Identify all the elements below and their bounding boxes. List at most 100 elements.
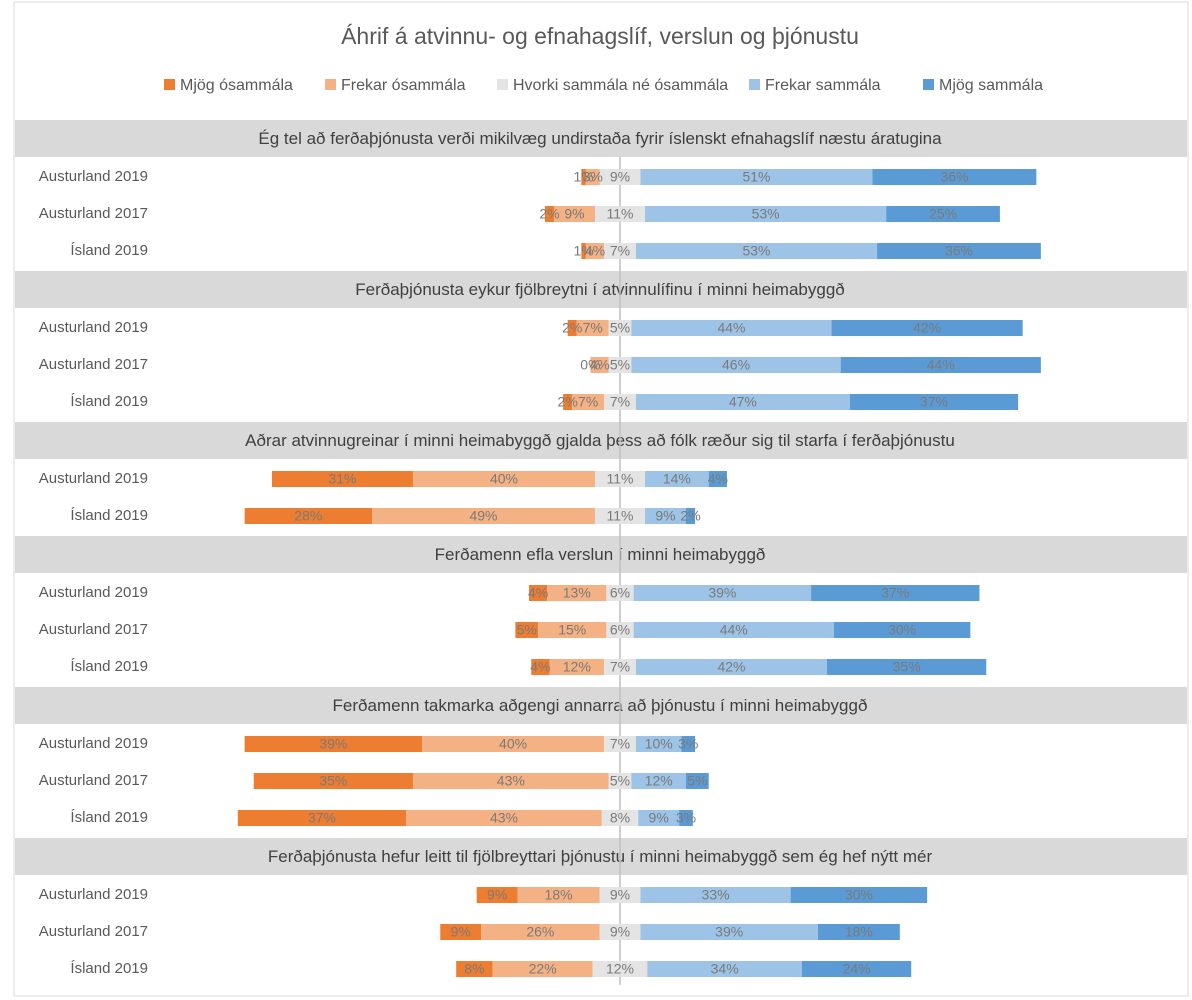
value-label: 7%	[610, 394, 630, 410]
value-label: 6%	[610, 585, 630, 601]
value-label: 40%	[490, 471, 518, 487]
bar-segment	[412, 471, 595, 487]
bar-segment	[554, 206, 595, 222]
row-label: Austurland 2019	[39, 584, 148, 601]
value-label: 9%	[564, 206, 584, 222]
bar-segment	[581, 243, 586, 259]
value-label: 4%	[528, 585, 548, 601]
value-label: 2%	[558, 394, 578, 410]
value-label: 8%	[464, 961, 484, 977]
row-label: Ísland 2019	[70, 658, 148, 675]
value-label: 37%	[920, 394, 948, 410]
row-label: Austurland 2019	[39, 168, 148, 185]
value-label: 7%	[583, 320, 603, 336]
value-label: 26%	[526, 924, 554, 940]
bar-segment	[708, 471, 727, 487]
row-label: Ísland 2019	[70, 393, 148, 410]
value-label: 44%	[717, 320, 745, 336]
bar-segment	[237, 810, 407, 826]
bar-segment	[544, 206, 555, 222]
bar-segment	[601, 810, 639, 826]
value-label: 39%	[319, 736, 347, 752]
value-label: 11%	[607, 206, 634, 222]
bar-segment	[594, 508, 646, 524]
bar-segment	[631, 357, 841, 373]
bar-segment	[645, 471, 709, 487]
bar-segment	[604, 736, 636, 752]
bar-segment	[422, 736, 605, 752]
bar-segment	[481, 924, 600, 940]
value-label: 37%	[308, 810, 336, 826]
bar-segment	[515, 622, 539, 638]
value-label: 37%	[881, 585, 909, 601]
bar-segment	[563, 394, 573, 410]
value-label: 24%	[843, 961, 871, 977]
value-label: 14%	[663, 471, 691, 487]
value-label: 5%	[687, 773, 707, 789]
bar-segment	[647, 961, 802, 977]
row-label: Ísland 2019	[70, 809, 148, 826]
value-label: 40%	[499, 736, 527, 752]
row-label: Ísland 2019	[70, 507, 148, 524]
value-label: 9%	[610, 887, 630, 903]
value-label: 36%	[945, 243, 973, 259]
bar-segment	[529, 585, 548, 601]
group-title: Ferðamenn efla verslun í minni heimabygg…	[435, 545, 766, 564]
chart-border	[13, 1, 1189, 997]
bar-segment	[244, 736, 423, 752]
value-label: 31%	[328, 471, 356, 487]
value-label: 53%	[752, 206, 780, 222]
value-label: 22%	[529, 961, 557, 977]
bar-segment	[685, 773, 709, 789]
bar-segment	[271, 471, 413, 487]
bar-segment	[253, 773, 413, 789]
bar-segment	[833, 622, 971, 638]
value-label: 44%	[720, 622, 748, 638]
group-header	[15, 536, 1187, 573]
bar-segment	[849, 394, 1019, 410]
bar-segment	[635, 659, 828, 675]
legend-label: Hvorki sammála né ósammála	[513, 77, 728, 94]
bar-segment	[599, 169, 641, 185]
value-label: 13%	[563, 585, 591, 601]
bar-segment	[456, 961, 493, 977]
bar-segment	[594, 471, 646, 487]
group-header	[15, 271, 1187, 308]
bar-segment	[547, 585, 607, 601]
value-label: 25%	[929, 206, 957, 222]
value-label: 7%	[578, 394, 598, 410]
value-label: 51%	[742, 169, 770, 185]
group-header	[15, 838, 1187, 875]
value-label: 49%	[469, 508, 497, 524]
bar-segment	[840, 357, 1041, 373]
group-title: Ferðamenn takmarka aðgengi annarra að þj…	[333, 696, 868, 715]
bar-segment	[608, 357, 632, 373]
bar-segment	[633, 622, 834, 638]
group-title: Ég tel að ferðaþjónusta verði mikilvæg u…	[258, 129, 942, 148]
value-label: 2%	[680, 508, 700, 524]
legend-label: Mjög ósammála	[180, 77, 293, 94]
row-label: Austurland 2017	[39, 621, 148, 638]
value-label: 11%	[607, 471, 634, 487]
value-label: 0%	[580, 357, 600, 373]
row-label: Austurland 2017	[39, 356, 148, 373]
value-label: 43%	[497, 773, 525, 789]
value-label: 30%	[845, 887, 873, 903]
legend-swatch	[749, 79, 760, 90]
row-label: Austurland 2019	[39, 886, 148, 903]
bar-segment	[604, 394, 636, 410]
bar-segment	[645, 508, 686, 524]
value-label: 28%	[294, 508, 322, 524]
value-label: 1%	[573, 243, 593, 259]
bar-segment	[531, 659, 550, 675]
value-label: 44%	[927, 357, 955, 373]
value-label: 9%	[610, 924, 630, 940]
row-label: Austurland 2019	[39, 735, 148, 752]
legend-label: Frekar ósammála	[341, 77, 466, 94]
bar-segment	[608, 320, 632, 336]
bar-segment	[599, 887, 641, 903]
bar-segment	[604, 243, 636, 259]
bar-segment	[567, 320, 577, 336]
legend-swatch	[325, 79, 336, 90]
value-label: 3%	[583, 169, 603, 185]
